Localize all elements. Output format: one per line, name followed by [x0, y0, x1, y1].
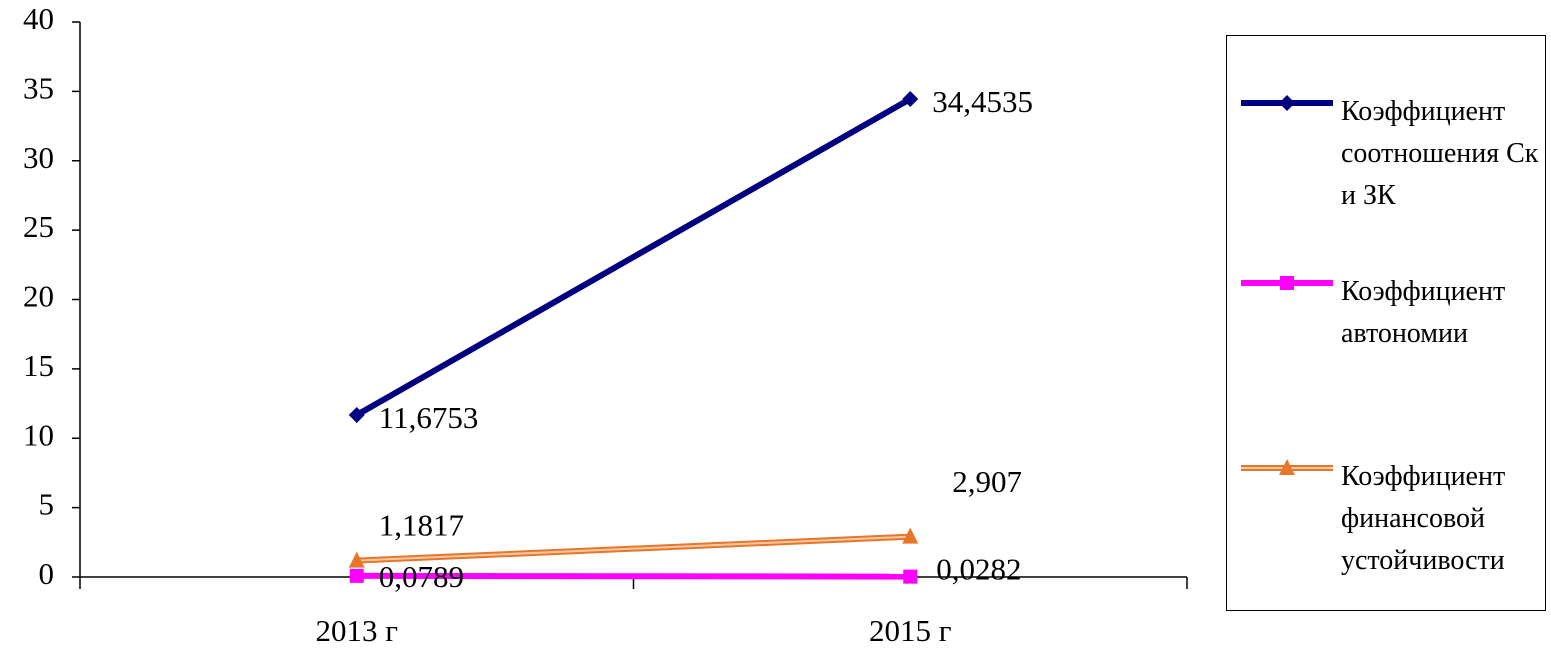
data-label: 34,4535	[932, 84, 1033, 119]
x-tick-label: 2015 г	[869, 613, 951, 648]
data-point	[902, 90, 919, 107]
x-tick-label: 2013 г	[316, 613, 398, 648]
data-point	[903, 569, 918, 584]
series-line	[356, 572, 911, 580]
y-tick-label: 0	[39, 556, 55, 591]
series-line	[355, 96, 912, 418]
data-label: 11,6753	[379, 400, 479, 435]
y-tick-label: 20	[23, 279, 54, 314]
data-point	[902, 527, 919, 544]
data-label: 0,0789	[379, 559, 464, 594]
legend-marker	[1280, 276, 1294, 290]
legend-label: Коэффициент финансовой устойчивости	[1341, 461, 1506, 576]
y-tick-label: 15	[23, 348, 54, 383]
y-tick-label: 35	[23, 70, 54, 105]
y-tick-label: 40	[23, 1, 54, 36]
legend-swatch	[1241, 459, 1333, 475]
legend-swatch	[1241, 276, 1333, 290]
data-point	[349, 568, 364, 583]
y-tick-label: 10	[23, 417, 54, 452]
legend: Коэффициент соотношения Ск и ЗК Коэффицие…	[1226, 35, 1546, 611]
legend-swatch	[1241, 95, 1333, 111]
y-tick-label: 25	[23, 209, 54, 244]
data-label: 2,907	[952, 464, 1022, 499]
legend-marker	[1279, 459, 1295, 475]
legend-label: Коэффициент автономии	[1341, 276, 1506, 349]
y-tick-label: 5	[39, 487, 55, 522]
legend-label: Коэффициент соотношения Ск и ЗК	[1341, 96, 1539, 211]
y-tick-label: 30	[23, 140, 54, 175]
legend-marker	[1279, 95, 1295, 111]
data-label: 0,0282	[936, 552, 1021, 587]
data-label: 1,1817	[379, 508, 464, 543]
data-point	[348, 551, 365, 568]
data-point	[348, 407, 365, 424]
series-line-highlight	[356, 535, 911, 562]
